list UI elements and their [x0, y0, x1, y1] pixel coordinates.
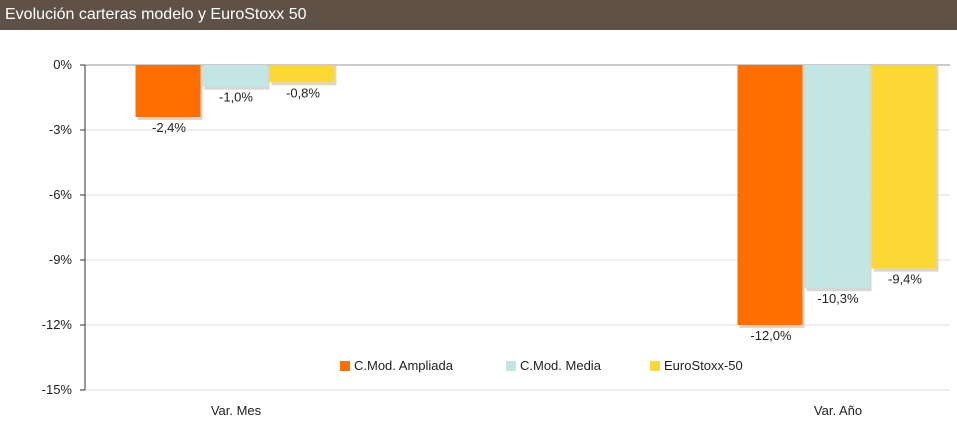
bars	[135, 65, 939, 328]
bar-chart: 0% -3% -6% -9% -12% -15% -2,4% -12,0% -1,0% -10,…	[42, 57, 950, 418]
y-tick-label: -15%	[42, 382, 73, 397]
data-label: -12,0%	[750, 328, 792, 343]
legend: C.Mod. Ampliada C.Mod. Media EuroStoxx-50	[340, 358, 743, 373]
y-axis: 0% -3% -6% -9% -12% -15%	[42, 57, 86, 397]
data-label: -1,0%	[219, 90, 253, 105]
chart-title: Evolución carteras modelo y EuroStoxx 50	[0, 0, 957, 30]
y-tick-label: -6%	[49, 187, 73, 202]
bar	[737, 65, 803, 325]
data-label: -9,4%	[888, 272, 922, 287]
data-label: -0,8%	[286, 85, 320, 100]
data-label: -10,3%	[817, 291, 859, 306]
x-category-label: Var. Mes	[211, 403, 262, 418]
legend-label: C.Mod. Ampliada	[354, 358, 454, 373]
bar	[269, 65, 335, 83]
bar	[202, 65, 268, 87]
y-tick-label: 0%	[53, 57, 72, 72]
y-tick-label: -12%	[42, 317, 73, 332]
legend-label: EuroStoxx-50	[664, 358, 743, 373]
legend-swatch	[506, 361, 516, 371]
x-category-label: Var. Año	[814, 403, 862, 418]
legend-label: C.Mod. Media	[520, 358, 602, 373]
y-tick-label: -3%	[49, 122, 73, 137]
y-tick-label: -9%	[49, 252, 73, 267]
x-axis: Var. Mes Var. Año	[211, 403, 862, 418]
bar	[804, 65, 870, 289]
data-labels: -2,4% -12,0% -1,0% -10,3% -0,8% -9,4%	[152, 85, 922, 343]
data-label: -2,4%	[152, 120, 186, 135]
bar	[135, 65, 201, 117]
legend-swatch	[340, 361, 350, 371]
bar	[871, 65, 937, 269]
legend-swatch	[650, 361, 660, 371]
